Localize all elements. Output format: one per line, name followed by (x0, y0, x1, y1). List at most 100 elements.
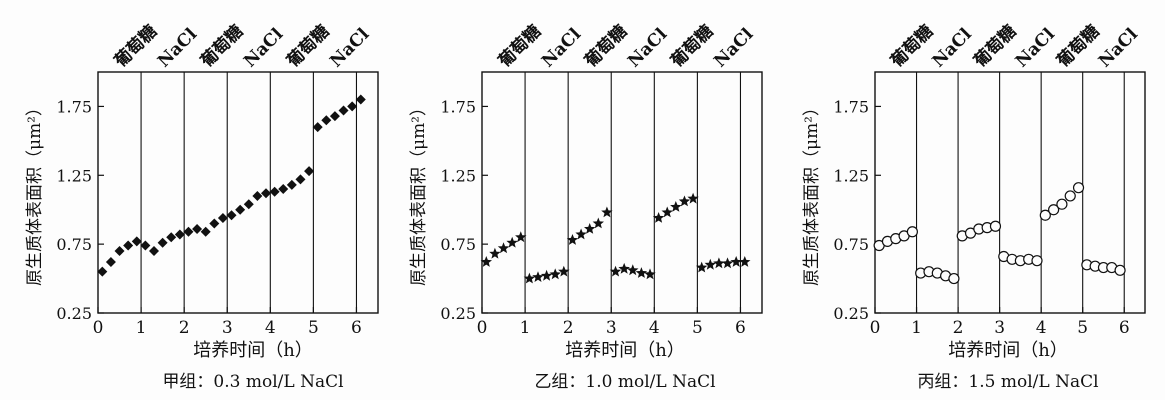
data-point-diamond (269, 186, 280, 197)
y-axis-label: 原生质体表面积（μm²） (802, 99, 822, 286)
data-point-star (678, 195, 691, 207)
data-point-star (601, 206, 613, 218)
data-point-star (566, 234, 579, 245)
data-point-star (480, 256, 492, 267)
x-tick-label: 3 (606, 318, 617, 338)
data-point-star (661, 206, 673, 218)
x-tick-label: 2 (563, 318, 574, 338)
data-point-star (704, 258, 716, 270)
treatment-label: NaCl (326, 24, 373, 71)
y-tick-label: 1.75 (440, 97, 476, 116)
data-point-diamond (217, 212, 228, 223)
plot-frame (481, 71, 763, 314)
data-point-diamond (235, 204, 246, 215)
data-point-circle (906, 226, 918, 238)
panel-caption: 丙组：1.5 mol/L NaCl (917, 372, 1098, 392)
y-tick-label: 1.25 (56, 166, 92, 185)
data-point-diamond (243, 199, 254, 210)
data-point-star (549, 268, 561, 280)
data-point-diamond (140, 240, 151, 251)
data-point-diamond (226, 210, 237, 221)
data-point-diamond (261, 188, 271, 199)
treatment-label: NaCl (1095, 24, 1142, 71)
data-point-circle (989, 220, 1002, 232)
data-point-star (489, 247, 501, 259)
treatment-label: NaCl (624, 24, 671, 71)
y-tick-label: 1.75 (833, 97, 869, 116)
data-point-circle (1056, 198, 1068, 210)
x-tick-label: 5 (308, 318, 319, 338)
data-point-star (721, 257, 734, 269)
data-point-diamond (347, 101, 358, 112)
treatment-label: 葡萄糖 (282, 21, 334, 73)
x-tick-label: 5 (1077, 318, 1088, 338)
y-tick-label: 0.75 (833, 235, 869, 254)
data-point-diamond (200, 226, 211, 237)
treatment-label: 葡萄糖 (110, 21, 162, 73)
treatment-label: 葡萄糖 (1052, 21, 1104, 73)
y-tick-label: 1.75 (56, 97, 92, 116)
plot-frame (874, 71, 1146, 314)
x-tick-label: 1 (136, 318, 147, 338)
y-tick-label: 1.25 (833, 166, 869, 185)
x-tick-label: 4 (1036, 318, 1047, 338)
y-tick-label: 0.25 (56, 304, 92, 323)
data-point-circle (1031, 255, 1043, 267)
treatment-label: NaCl (240, 24, 287, 71)
data-point-circle (1064, 190, 1076, 202)
treatment-label: 葡萄糖 (886, 21, 938, 73)
x-axis-label: 培养时间（h） (948, 340, 1068, 361)
data-point-circle (1048, 204, 1060, 216)
treatment-label: NaCl (1012, 24, 1059, 71)
data-point-star (644, 268, 656, 280)
treatment-label: NaCl (710, 24, 757, 71)
y-tick-label: 0.25 (440, 304, 476, 323)
x-tick-label: 6 (1119, 318, 1130, 338)
data-point-star (652, 212, 665, 223)
x-tick-label: 0 (477, 318, 488, 338)
x-tick-label: 4 (649, 318, 660, 338)
data-point-star (532, 271, 544, 282)
x-axis-label: 培养时间（h） (565, 340, 685, 361)
data-point-diamond (123, 240, 134, 251)
treatment-label: 葡萄糖 (494, 21, 546, 73)
data-point-star (739, 256, 751, 267)
data-point-star (627, 264, 639, 276)
data-point-star (575, 228, 587, 240)
data-point-star (618, 262, 630, 274)
data-point-diamond (183, 226, 194, 237)
y-axis-label: 原生质体表面积（μm²） (409, 99, 429, 286)
treatment-label: NaCl (538, 24, 585, 71)
data-point-circle (1114, 264, 1126, 276)
y-tick-label: 1.25 (440, 166, 476, 185)
data-point-star (730, 256, 742, 267)
x-tick-label: 1 (911, 318, 922, 338)
panel-caption: 乙组：1.0 mol/L NaCl (534, 372, 715, 392)
data-point-diamond (131, 236, 142, 247)
data-point-diamond (192, 223, 203, 234)
y-tick-label: 0.75 (56, 235, 92, 254)
data-point-diamond (321, 115, 332, 126)
data-point-star (609, 265, 622, 277)
data-point-diamond (166, 232, 177, 243)
x-tick-label: 0 (93, 318, 104, 338)
x-tick-label: 0 (870, 318, 881, 338)
data-point-diamond (338, 105, 349, 116)
x-tick-label: 2 (953, 318, 964, 338)
data-point-diamond (286, 179, 297, 190)
y-tick-label: 0.75 (440, 235, 476, 254)
treatment-label: NaCl (154, 24, 201, 71)
data-point-diamond (252, 190, 263, 201)
data-point-diamond (355, 94, 366, 105)
data-point-star (497, 242, 510, 254)
x-tick-label: 2 (179, 318, 190, 338)
data-point-diamond (295, 174, 306, 185)
x-tick-label: 6 (351, 318, 362, 338)
data-point-star (515, 231, 527, 243)
data-point-star (506, 236, 518, 248)
data-point-diamond (105, 257, 116, 268)
data-point-diamond (149, 246, 159, 257)
